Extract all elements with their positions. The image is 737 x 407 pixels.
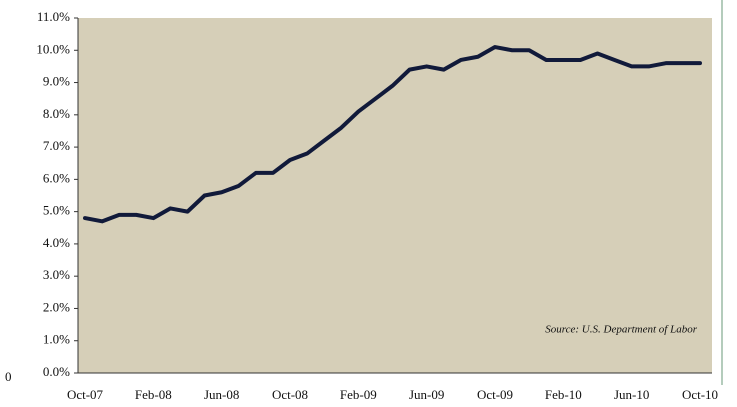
y-tick-label: 1.0% bbox=[43, 332, 70, 347]
y-tick-label: 4.0% bbox=[43, 235, 70, 250]
y-tick-label: 5.0% bbox=[43, 203, 70, 218]
x-tick-label: Jun-09 bbox=[409, 387, 444, 402]
x-tick-label: Feb-08 bbox=[135, 387, 172, 402]
y-tick-label: 7.0% bbox=[43, 138, 70, 153]
y-tick-label: 11.0% bbox=[37, 9, 70, 24]
y-axis-title: 0 bbox=[5, 369, 12, 384]
x-tick-label: Feb-09 bbox=[340, 387, 377, 402]
plot-area bbox=[78, 18, 712, 373]
x-tick-label: Jun-10 bbox=[614, 387, 649, 402]
y-tick-label: 9.0% bbox=[43, 74, 70, 89]
x-tick-label: Feb-10 bbox=[545, 387, 582, 402]
y-tick-label: 8.0% bbox=[43, 106, 70, 121]
x-tick-label: Jun-08 bbox=[204, 387, 239, 402]
y-tick-label: 0.0% bbox=[43, 364, 70, 379]
y-tick-label: 3.0% bbox=[43, 267, 70, 282]
y-tick-label: 10.0% bbox=[36, 41, 70, 56]
x-tick-label: Oct-09 bbox=[477, 387, 513, 402]
source-note: Source: U.S. Department of Labor bbox=[545, 324, 697, 336]
y-tick-label: 6.0% bbox=[43, 170, 70, 185]
x-tick-label: Oct-10 bbox=[682, 387, 718, 402]
x-tick-label: Oct-08 bbox=[272, 387, 308, 402]
x-tick-label: Oct-07 bbox=[67, 387, 104, 402]
line bbox=[83, 45, 702, 224]
y-tick-label: 2.0% bbox=[43, 299, 70, 314]
